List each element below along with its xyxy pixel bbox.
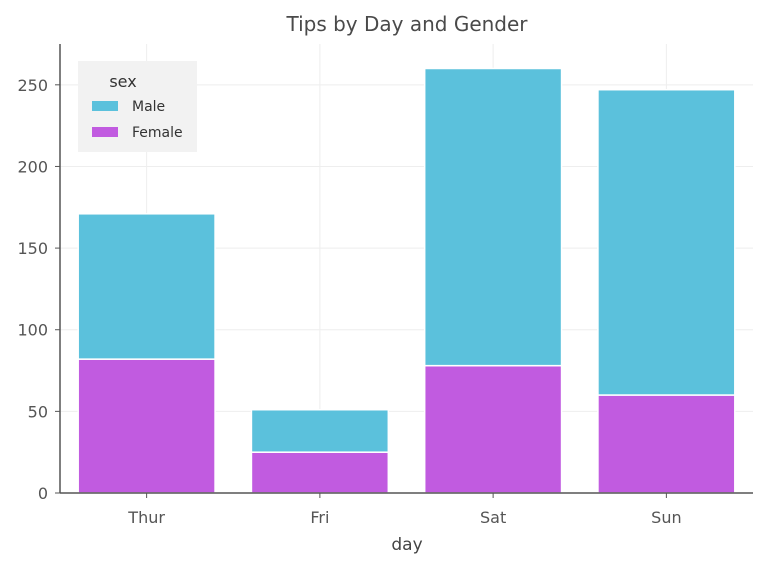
y-tick-label: 0: [38, 484, 48, 503]
bar-male-sun: [597, 88, 736, 396]
y-tick-label: 250: [17, 76, 48, 95]
bar-female-sat: [423, 364, 563, 494]
legend: sex Male Female: [78, 61, 197, 152]
bar-female-thur: [77, 358, 216, 494]
y-tick-label: 100: [17, 321, 48, 340]
x-axis-label: day: [391, 535, 422, 555]
bars: [77, 67, 736, 494]
legend-swatch-female: [92, 127, 118, 137]
y-tick-label: 50: [28, 402, 48, 421]
x-tick-label: Fri: [310, 508, 329, 527]
x-tick-label: Sun: [651, 508, 681, 527]
legend-title: sex: [109, 72, 136, 91]
bar-female-fri: [250, 451, 390, 494]
chart-title: Tips by Day and Gender: [285, 12, 528, 36]
bar-female-sun: [597, 394, 736, 494]
y-tick-label: 200: [17, 157, 48, 176]
bar-male-fri: [250, 408, 390, 453]
legend-label-male: Male: [132, 99, 165, 115]
bar-male-thur: [77, 213, 216, 360]
axes: 0 50 100 150 200 250 Thur Fri Sat Sun: [17, 44, 753, 527]
x-tick-label: Thur: [127, 508, 165, 527]
bar-male-sat: [423, 67, 563, 367]
x-tick-label: Sat: [480, 508, 506, 527]
legend-label-female: Female: [132, 125, 183, 141]
y-tick-label: 150: [17, 239, 48, 258]
legend-swatch-male: [92, 101, 118, 111]
